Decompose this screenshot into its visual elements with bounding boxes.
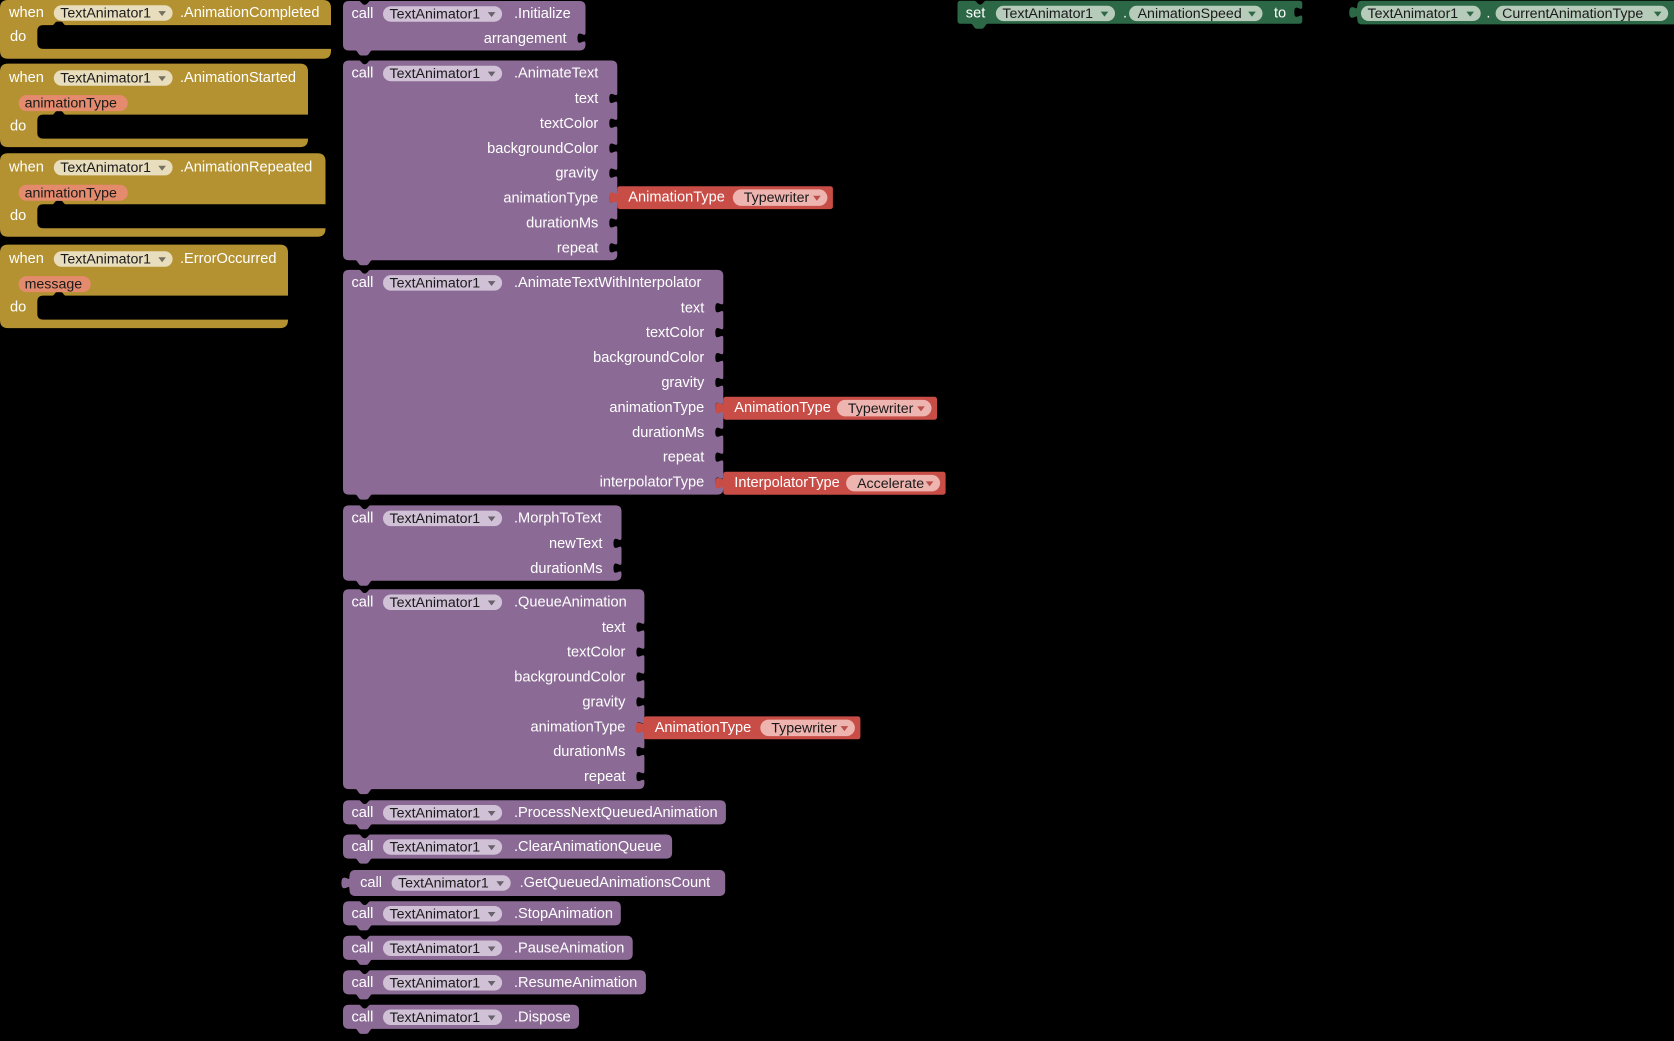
svg-text:animationType: animationType <box>503 191 598 207</box>
svg-text:TextAnimator1: TextAnimator1 <box>1368 6 1459 22</box>
svg-text:backgroundColor: backgroundColor <box>593 350 704 366</box>
svg-text:call: call <box>352 906 374 922</box>
svg-text:set: set <box>966 6 985 22</box>
svg-text:TextAnimator1: TextAnimator1 <box>60 252 151 268</box>
svg-text:to: to <box>1274 6 1286 22</box>
svg-text:.ResumeAnimation: .ResumeAnimation <box>514 975 637 991</box>
svg-text:.ErrorOccurred: .ErrorOccurred <box>180 251 277 267</box>
svg-text:backgroundColor: backgroundColor <box>514 670 625 686</box>
svg-text:call: call <box>352 975 374 991</box>
svg-text:call: call <box>352 839 374 855</box>
svg-text:call: call <box>352 940 374 956</box>
svg-text:TextAnimator1: TextAnimator1 <box>390 941 481 957</box>
svg-text:repeat: repeat <box>584 769 625 785</box>
svg-text:TextAnimator1: TextAnimator1 <box>390 975 481 991</box>
svg-text:.AnimationCompleted: .AnimationCompleted <box>180 5 320 21</box>
svg-text:.: . <box>1123 6 1127 22</box>
svg-text:CurrentAnimationType: CurrentAnimationType <box>1502 6 1643 22</box>
svg-text:TextAnimator1: TextAnimator1 <box>390 595 481 611</box>
svg-text:animationType: animationType <box>530 719 625 735</box>
svg-text:durationMs: durationMs <box>530 561 602 577</box>
svg-text:.AnimateText: .AnimateText <box>514 66 598 82</box>
svg-text:call: call <box>352 510 374 526</box>
svg-text:text: text <box>575 91 599 107</box>
svg-text:do: do <box>10 119 26 135</box>
svg-text:text: text <box>681 300 705 316</box>
svg-text:.Initialize: .Initialize <box>514 6 571 22</box>
svg-text:newText: newText <box>549 536 603 552</box>
svg-text:interpolatorType: interpolatorType <box>600 475 705 491</box>
svg-text:call: call <box>360 875 382 891</box>
svg-text:call: call <box>352 805 374 821</box>
svg-text:TextAnimator1: TextAnimator1 <box>1002 6 1093 22</box>
svg-text:textColor: textColor <box>646 325 705 341</box>
svg-text:.GetQueuedAnimationsCount: .GetQueuedAnimationsCount <box>520 875 711 891</box>
svg-text:.MorphToText: .MorphToText <box>514 510 602 526</box>
svg-text:Typewriter: Typewriter <box>771 721 837 737</box>
svg-text:TextAnimator1: TextAnimator1 <box>390 906 481 922</box>
svg-text:TextAnimator1: TextAnimator1 <box>390 511 481 527</box>
svg-text:TextAnimator1: TextAnimator1 <box>390 66 481 82</box>
svg-text:TextAnimator1: TextAnimator1 <box>390 275 481 291</box>
svg-text:Typewriter: Typewriter <box>848 401 914 417</box>
svg-text:call: call <box>352 6 374 22</box>
svg-text:TextAnimator1: TextAnimator1 <box>390 840 481 856</box>
svg-text:call: call <box>352 594 374 610</box>
svg-text:arrangement: arrangement <box>484 31 567 47</box>
svg-text:TextAnimator1: TextAnimator1 <box>60 6 151 22</box>
svg-text:.QueueAnimation: .QueueAnimation <box>514 594 627 610</box>
svg-text:call: call <box>352 66 374 82</box>
svg-text:AnimationSpeed: AnimationSpeed <box>1138 6 1242 22</box>
svg-text:when: when <box>8 251 44 267</box>
svg-text:.StopAnimation: .StopAnimation <box>514 906 613 922</box>
svg-text:textColor: textColor <box>540 116 599 132</box>
svg-text:.AnimationStarted: .AnimationStarted <box>180 70 296 86</box>
svg-text:.AnimationRepeated: .AnimationRepeated <box>180 160 312 176</box>
svg-text:do: do <box>10 208 26 224</box>
svg-text:.ClearAnimationQueue: .ClearAnimationQueue <box>514 839 662 855</box>
svg-text:do: do <box>10 300 26 316</box>
svg-text:InterpolatorType: InterpolatorType <box>734 475 839 491</box>
svg-text:when: when <box>8 5 44 21</box>
svg-text:.ProcessNextQueuedAnimation: .ProcessNextQueuedAnimation <box>514 805 718 821</box>
svg-text:AnimationType: AnimationType <box>628 190 725 206</box>
svg-text:Typewriter: Typewriter <box>744 190 810 206</box>
svg-text:backgroundColor: backgroundColor <box>487 141 598 157</box>
svg-text:.PauseAnimation: .PauseAnimation <box>514 940 624 956</box>
svg-text:TextAnimator1: TextAnimator1 <box>398 876 489 892</box>
svg-text:gravity: gravity <box>555 166 599 182</box>
svg-text:repeat: repeat <box>557 240 598 256</box>
svg-text:TextAnimator1: TextAnimator1 <box>390 7 481 23</box>
svg-text:TextAnimator1: TextAnimator1 <box>60 71 151 87</box>
svg-text:Accelerate: Accelerate <box>857 476 924 492</box>
svg-text:gravity: gravity <box>661 375 705 391</box>
svg-text:.Dispose: .Dispose <box>514 1009 571 1025</box>
svg-text:TextAnimator1: TextAnimator1 <box>390 805 481 821</box>
svg-text:repeat: repeat <box>663 450 704 466</box>
svg-text:animationType: animationType <box>25 185 117 201</box>
svg-text:durationMs: durationMs <box>632 425 704 441</box>
svg-text:call: call <box>352 275 374 291</box>
svg-text:animationType: animationType <box>25 96 117 112</box>
svg-text:textColor: textColor <box>567 645 626 661</box>
svg-text:AnimationType: AnimationType <box>655 720 752 736</box>
svg-text:when: when <box>8 160 44 176</box>
svg-text:durationMs: durationMs <box>526 216 598 232</box>
svg-text:animationType: animationType <box>609 400 704 416</box>
svg-text:text: text <box>602 620 626 636</box>
svg-text:TextAnimator1: TextAnimator1 <box>60 160 151 176</box>
svg-text:durationMs: durationMs <box>553 744 625 760</box>
svg-text:TextAnimator1: TextAnimator1 <box>390 1010 481 1026</box>
svg-text:do: do <box>10 29 26 45</box>
svg-text:gravity: gravity <box>582 694 626 710</box>
svg-text:message: message <box>25 277 83 293</box>
svg-text:.: . <box>1486 5 1490 21</box>
svg-text:call: call <box>352 1009 374 1025</box>
svg-text:when: when <box>8 70 44 86</box>
svg-text:.AnimateTextWithInterpolator: .AnimateTextWithInterpolator <box>514 275 702 291</box>
svg-text:AnimationType: AnimationType <box>734 400 831 416</box>
